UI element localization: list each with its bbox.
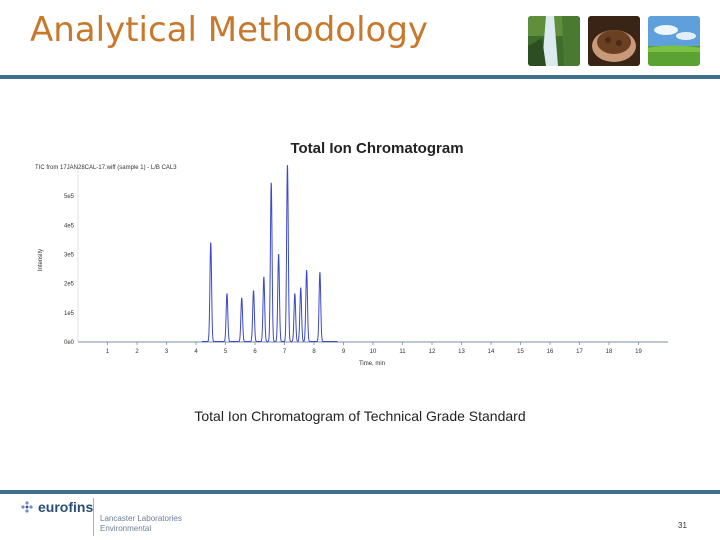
header-rule [0, 75, 720, 79]
x-tick-label: 10 [370, 349, 377, 355]
y-tick-label: 3e5 [64, 253, 75, 259]
footer-rule [0, 490, 720, 494]
y-tick-label: 2e5 [64, 282, 75, 288]
lab-name-line1: Lancaster Laboratories [100, 514, 182, 523]
x-tick-label: 9 [342, 349, 346, 355]
slide-title: Analytical Methodology [30, 10, 429, 50]
y-tick-label: 4e5 [64, 223, 75, 229]
tic-trace [201, 165, 338, 343]
x-tick-label: 12 [429, 349, 436, 355]
x-tick-label: 18 [606, 349, 613, 355]
x-tick-label: 15 [517, 349, 524, 355]
lab-name-line2: Environmental [100, 524, 152, 533]
chromatogram-chart: Total Ion Chromatogram TIC from 17JAN28C… [35, 140, 668, 367]
y-tick-label: 1e5 [64, 311, 75, 317]
chart-subtitle: TIC from 17JAN28CAL-17.wiff (sample 1) -… [35, 165, 177, 171]
figure-caption: Total Ion Chromatogram of Technical Grad… [194, 408, 526, 424]
x-tick-label: 3 [165, 349, 169, 355]
x-tick-label: 19 [635, 349, 642, 355]
x-tick-label: 16 [547, 349, 554, 355]
x-tick-label: 1 [106, 349, 110, 355]
x-tick-label: 2 [135, 349, 139, 355]
lab-name: Lancaster Laboratories Environmental [100, 514, 182, 534]
x-tick-label: 13 [458, 349, 465, 355]
x-tick-label: 8 [312, 349, 316, 355]
footer-divider [93, 498, 94, 536]
x-axis-label: Time, min [359, 361, 385, 367]
x-tick-label: 7 [283, 349, 287, 355]
y-tick-label: 5e5 [64, 194, 75, 200]
x-tick-label: 14 [488, 349, 495, 355]
brand-logo: eurofins [20, 499, 93, 515]
x-tick-label: 17 [576, 349, 583, 355]
green-field-sky-photo [648, 16, 700, 66]
soil-in-hands-photo [588, 16, 640, 66]
brand-name: eurofins [38, 499, 94, 515]
x-tick-label: 11 [399, 349, 406, 355]
x-tick-label: 4 [194, 349, 198, 355]
page-number: 31 [678, 521, 687, 530]
y-axis-label: Intensity [38, 249, 44, 271]
eurofins-mark-icon [21, 501, 33, 513]
y-tick-label: 0e0 [64, 340, 75, 346]
waterfall-photo [528, 16, 580, 66]
x-tick-label: 6 [253, 349, 257, 355]
x-tick-label: 5 [224, 349, 228, 355]
chart-title: Total Ion Chromatogram [290, 140, 463, 157]
